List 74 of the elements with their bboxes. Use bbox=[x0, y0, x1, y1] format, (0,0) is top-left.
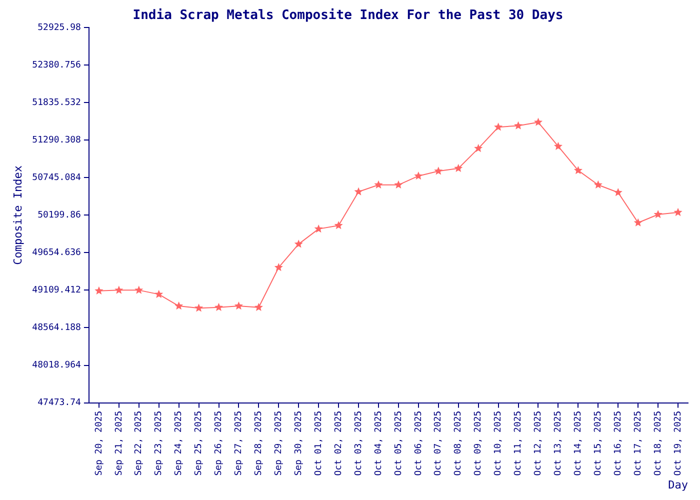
point bbox=[314, 224, 323, 233]
x-tick-label: Sep 26, 2025 bbox=[214, 410, 224, 476]
point bbox=[634, 218, 642, 226]
x-tick-label: Oct 10, 2025 bbox=[494, 410, 504, 476]
point bbox=[354, 187, 363, 196]
x-tick-label: Oct 14, 2025 bbox=[574, 410, 584, 476]
y-tick-label: 50745.084 bbox=[32, 173, 81, 184]
point bbox=[294, 240, 303, 248]
point bbox=[654, 210, 662, 218]
x-tick-label: Oct 04, 2025 bbox=[374, 410, 384, 476]
y-tick-label: 52925.98 bbox=[38, 22, 81, 33]
point bbox=[554, 142, 562, 150]
point bbox=[214, 302, 224, 312]
y-tick-label: 49109.412 bbox=[32, 286, 81, 296]
x-tick-label: Sep 30, 2025 bbox=[294, 410, 304, 476]
point bbox=[194, 304, 204, 312]
x-tick-label: Oct 07, 2025 bbox=[434, 410, 444, 476]
x-tick-label: Oct 12, 2025 bbox=[534, 410, 544, 476]
chart-title: India Scrap Metals Composite Index For the Past 30 Days bbox=[132, 8, 564, 24]
x-tick-label: Sep 27, 2025 bbox=[234, 410, 244, 476]
x-tick-label: Sep 21, 2025 bbox=[114, 410, 124, 476]
point bbox=[454, 164, 463, 172]
x-tick-label: Oct 02, 2025 bbox=[334, 410, 344, 476]
x-tick-label: Oct 13, 2025 bbox=[554, 410, 564, 476]
point bbox=[174, 302, 184, 310]
point bbox=[594, 180, 602, 189]
point bbox=[274, 262, 283, 272]
x-tick-label: Sep 24, 2025 bbox=[174, 410, 184, 476]
x-tick-label: Oct 17, 2025 bbox=[633, 410, 644, 476]
point bbox=[674, 208, 682, 216]
y-tick-label: 52380.756 bbox=[32, 60, 81, 70]
point bbox=[474, 144, 483, 152]
y-tick-label: 47473.74 bbox=[38, 398, 81, 408]
x-tick-label: Oct 03, 2025 bbox=[354, 410, 364, 476]
y-tick-label: 49654.636 bbox=[32, 248, 81, 258]
x-tick-label: Sep 20, 2025 bbox=[94, 410, 104, 476]
point bbox=[394, 180, 403, 189]
x-tick-label: Sep 25, 2025 bbox=[194, 410, 204, 476]
point bbox=[154, 290, 164, 298]
point bbox=[614, 188, 622, 196]
x-tick-label: Oct 08, 2025 bbox=[454, 410, 464, 476]
y-tick-label: 51835.532 bbox=[32, 98, 81, 108]
x-tick-label: Sep 29, 2025 bbox=[274, 410, 284, 476]
x-tick-label: Oct 01, 2025 bbox=[314, 410, 324, 476]
point bbox=[234, 302, 244, 310]
point bbox=[254, 302, 263, 312]
x-tick-label: Oct 16, 2025 bbox=[613, 410, 624, 476]
point bbox=[434, 166, 443, 175]
y-axis-title: Composite Index bbox=[11, 165, 24, 265]
y-tick-label: 48018.964 bbox=[32, 360, 81, 371]
x-tick-label: Sep 22, 2025 bbox=[134, 410, 144, 476]
point bbox=[134, 286, 144, 294]
point bbox=[514, 121, 523, 130]
x-tick-label: Oct 06, 2025 bbox=[414, 410, 424, 476]
x-tick-label: Oct 11, 2025 bbox=[514, 410, 524, 476]
x-tick-label: Oct 15, 2025 bbox=[593, 410, 604, 476]
x-tick-label: Oct 18, 2025 bbox=[653, 410, 664, 476]
point bbox=[494, 122, 503, 131]
point bbox=[414, 171, 423, 180]
point bbox=[374, 180, 383, 189]
x-tick-label: Oct 09, 2025 bbox=[474, 410, 484, 476]
x-axis-title: Day bbox=[668, 478, 688, 492]
point bbox=[94, 286, 104, 295]
x-tick-label: Oct 19, 2025 bbox=[673, 410, 684, 476]
point bbox=[534, 118, 543, 126]
x-tick-label: Sep 23, 2025 bbox=[154, 410, 164, 476]
y-tick-label: 48564.188 bbox=[32, 323, 81, 334]
y-tick-label: 50199.86 bbox=[38, 210, 81, 221]
x-tick-label: Oct 05, 2025 bbox=[394, 410, 404, 476]
x-tick-label: Sep 28, 2025 bbox=[254, 410, 264, 476]
point bbox=[574, 166, 582, 174]
point bbox=[334, 221, 343, 230]
y-tick-label: 51290.308 bbox=[32, 135, 81, 146]
point bbox=[114, 286, 124, 294]
